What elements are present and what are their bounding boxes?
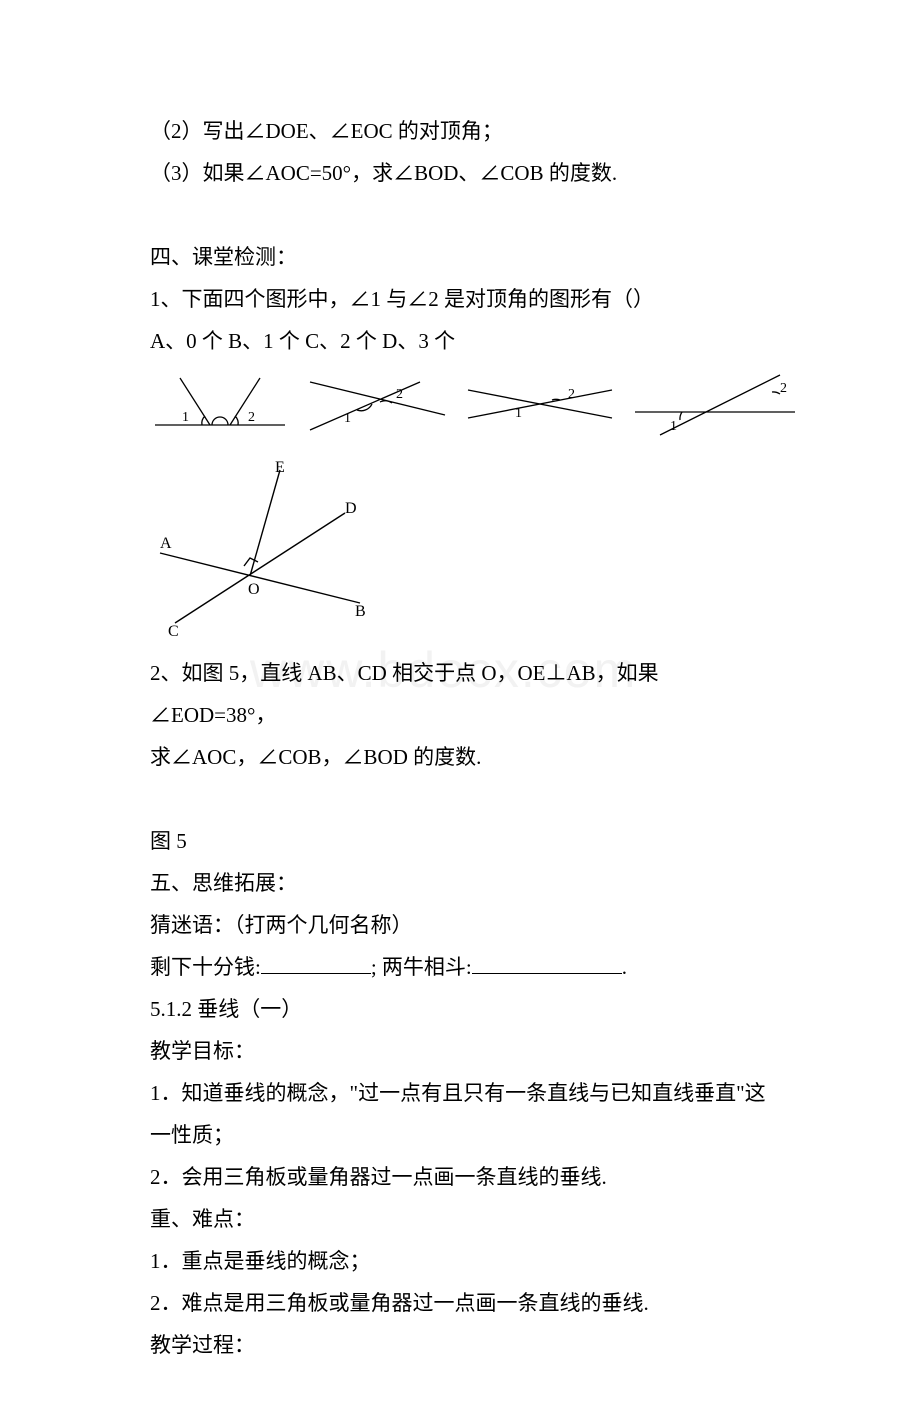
goals-title: 教学目标： (150, 1030, 770, 1072)
label-B: B (355, 603, 366, 620)
diagram-row-q1: 1 2 1 2 (150, 370, 770, 440)
process-title: 教学过程： (150, 1324, 770, 1366)
label-1: 1 (515, 406, 522, 421)
label-1: 1 (182, 410, 189, 425)
label-D: D (345, 500, 357, 517)
goal-1: 1．知道垂线的概念，"过一点有且只有一条直线与已知直线垂直"这一性质； (150, 1072, 770, 1156)
section5-title: 五、思维拓展： (150, 862, 770, 904)
label-2: 2 (780, 381, 787, 396)
goal-2: 2．会用三角板或量角器过一点画一条直线的垂线. (150, 1156, 770, 1198)
label-2: 2 (248, 410, 255, 425)
label-A: A (160, 535, 172, 552)
label-1: 1 (670, 419, 677, 434)
keypoints-title: 重、难点： (150, 1198, 770, 1240)
section4-title: 四、课堂检测： (150, 236, 770, 278)
diagram-figure5: A B C D E O (150, 458, 770, 652)
label-1: 1 (344, 411, 351, 426)
section4-q2-line2: 求∠AOC，∠COB，∠BOD 的度数. (150, 736, 770, 778)
blank-spacer (150, 194, 770, 236)
diagram-q1-a: 1 2 (150, 370, 290, 440)
section4-q1-stem: 1、下面四个图形中，∠1 与∠2 是对顶角的图形有（） (150, 278, 770, 320)
riddle-intro: 猜迷语：（打两个几何名称） (150, 904, 770, 946)
riddle-blank-a (261, 973, 371, 974)
riddle-end: . (622, 955, 627, 979)
figure5-label: 图 5 (150, 820, 770, 862)
riddle-a-prefix: 剩下十分钱: (150, 955, 261, 979)
label-2: 2 (396, 387, 403, 402)
riddle-blank-b (472, 973, 622, 974)
blank-spacer-2 (150, 778, 770, 820)
section4-q2-line1: 2、如图 5，直线 AB、CD 相交于点 O，OE⊥AB，如果∠EOD=38°， (150, 652, 770, 736)
section-512-title: 5.1.2 垂线（一） (150, 988, 770, 1030)
diagram-q1-b: 1 2 (300, 370, 450, 440)
label-E: E (275, 459, 285, 476)
section4-q1-options: A、0 个 B、1 个 C、2 个 D、3 个 (150, 320, 770, 362)
question-3: （3）如果∠AOC=50°，求∠BOD、∠COB 的度数. (150, 152, 770, 194)
question-2: （2）写出∠DOE、∠EOC 的对顶角； (150, 110, 770, 152)
keypoint-2: 2．难点是用三角板或量角器过一点画一条直线的垂线. (150, 1282, 770, 1324)
label-2: 2 (568, 387, 575, 402)
riddle-b-prefix: ; 两牛相斗: (371, 955, 472, 979)
label-C: C (168, 623, 179, 638)
label-O: O (248, 581, 260, 598)
diagram-q1-c: 1 2 (460, 370, 620, 440)
diagram-q1-d: 1 2 (630, 370, 800, 440)
riddle-line: 剩下十分钱: ; 两牛相斗:. (150, 946, 770, 988)
keypoint-1: 1．重点是垂线的概念； (150, 1240, 770, 1282)
